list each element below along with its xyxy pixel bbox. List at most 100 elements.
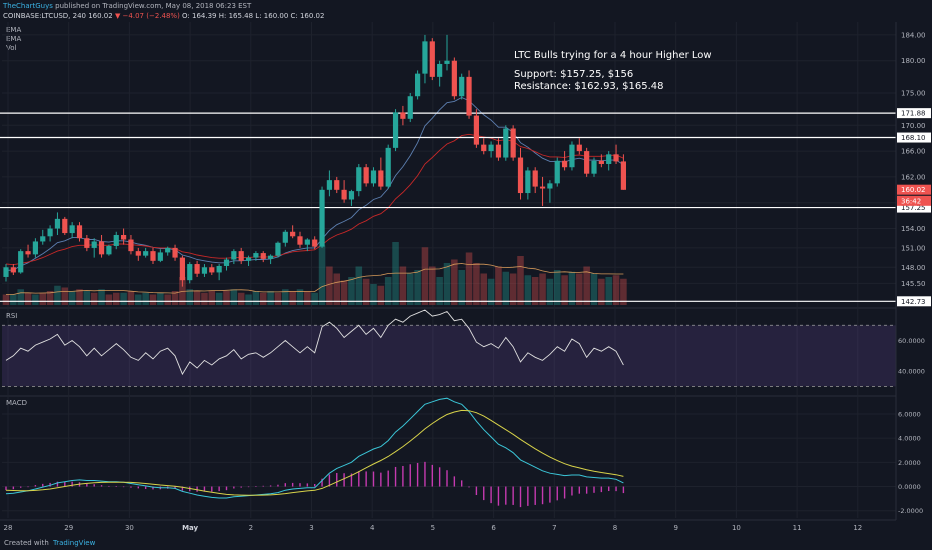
level-price-tag [897, 202, 931, 213]
candle-body [495, 144, 502, 158]
volume-bar [120, 292, 127, 305]
tradingview-logo-text[interactable]: TradingView [53, 539, 96, 547]
macd-histogram-bar [519, 486, 522, 508]
volume-bar [274, 292, 282, 305]
macd-histogram-bar [108, 485, 110, 487]
candle-body [165, 247, 171, 253]
time-tick-label: 6 [491, 524, 496, 532]
volume-bar [568, 271, 576, 305]
candle-body [569, 144, 575, 168]
price-tick-label: 145.50 [901, 280, 926, 288]
annotation-text: LTC Bulls trying for a 4 hour Higher Low… [514, 50, 712, 92]
volume-bar [223, 291, 230, 305]
level-price-tag [897, 108, 931, 119]
macd-histogram-bar [615, 486, 617, 492]
current-price-tag [897, 184, 931, 195]
candle-body [385, 147, 391, 187]
candle-body [201, 267, 208, 274]
time-tick-label: May [182, 524, 198, 532]
candle-body [304, 239, 310, 245]
macd-histogram-bar [461, 480, 463, 487]
volume-bar [149, 294, 157, 305]
volume-bar [2, 294, 10, 305]
candle-body [517, 157, 524, 194]
level-price-tag [897, 132, 931, 143]
macd-histogram-bar [512, 486, 514, 505]
candle-body [282, 231, 288, 243]
volume-bar [311, 292, 318, 305]
macd-line [5, 397, 624, 499]
legend-item-ema1[interactable]: EMA [6, 26, 22, 34]
candle-body [128, 239, 134, 252]
macd-histogram-bar [152, 486, 154, 490]
candle-body [370, 170, 377, 184]
volume-bar [90, 292, 98, 305]
volume-bar [487, 278, 495, 305]
candle-body [584, 151, 590, 174]
volume-bar [546, 278, 554, 305]
candle-body [32, 241, 38, 255]
volume-bar [553, 270, 561, 305]
time-tick-label: 10 [732, 524, 741, 532]
candle-body [481, 144, 487, 152]
macd-histogram-bar [549, 486, 551, 503]
macd-histogram-bar [130, 486, 132, 488]
candle-body [135, 251, 141, 256]
macd-histogram-bar [541, 486, 544, 505]
rsi-line [5, 309, 624, 376]
volume-bar [517, 256, 524, 305]
volume-bar [76, 289, 83, 305]
macd-histogram-bar [181, 486, 184, 491]
volume-bar [414, 270, 421, 305]
macd-histogram-bar [34, 485, 37, 487]
candle-body [18, 251, 24, 273]
volume-bar [340, 280, 348, 305]
candlesticks [3, 34, 626, 287]
candle-body [98, 241, 105, 255]
candle-body [268, 255, 274, 259]
author-link[interactable]: TheChartGuys [3, 2, 53, 10]
candle-body [356, 167, 362, 192]
time-tick-label: 30 [125, 524, 134, 532]
legend-item-ema2[interactable]: EMA [6, 35, 22, 43]
macd-histogram-bar [211, 486, 213, 492]
legend-item-vol[interactable]: Vol [6, 44, 17, 52]
macd-histogram-bar [71, 481, 73, 487]
volume-bar [612, 275, 620, 305]
indicator-legend: EMA EMA Vol [6, 26, 21, 53]
macd-histogram-bar [350, 473, 353, 487]
volume-bar [429, 266, 436, 305]
candle-body [69, 225, 75, 234]
macd-histogram-bar [203, 486, 206, 492]
volume-bar [259, 292, 267, 305]
rsi-band-fill [2, 325, 896, 387]
horizontal-levels [0, 112, 896, 302]
candle-body [143, 251, 149, 256]
level-price-label: 168.10 [901, 134, 926, 142]
macd-histogram-bar [483, 486, 485, 501]
candle-body [407, 96, 413, 119]
macd-histogram-bar [600, 486, 603, 493]
volume-bar [245, 294, 252, 305]
candle-body [91, 241, 97, 248]
volume-bar [46, 291, 54, 305]
volume-bar [39, 292, 47, 305]
volume-bar [509, 273, 517, 305]
volume-bar [531, 277, 539, 305]
macd-histogram-bar [299, 483, 301, 487]
volume-bar [598, 278, 605, 305]
volume-bar [502, 271, 510, 305]
rsi-tick-label: 40.0000 [898, 368, 925, 376]
annotation-resistance: Resistance: $162.93, $165.48 [514, 81, 664, 92]
time-tick-label: 28 [4, 524, 13, 532]
candle-body [591, 160, 597, 174]
volume-bar [112, 292, 120, 305]
volume-bar [54, 285, 61, 305]
price-tick-label: 170.00 [901, 122, 926, 130]
macd-histogram-bar [225, 486, 228, 491]
price-axis: 184.00180.00175.00170.00166.00162.00158.… [895, 22, 932, 536]
volume-bar [318, 245, 326, 305]
volume-bar [230, 289, 238, 305]
volume-bar [17, 289, 24, 305]
